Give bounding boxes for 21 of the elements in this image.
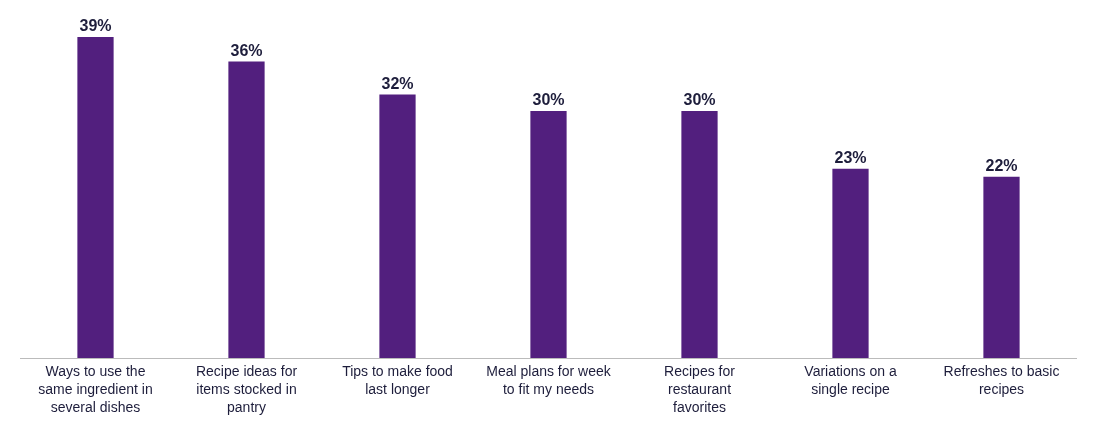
data-label: 23% xyxy=(834,148,867,166)
x-tick-label: Recipes for restaurant favorites xyxy=(664,362,736,416)
bar xyxy=(681,111,718,358)
data-label: 39% xyxy=(79,16,112,34)
x-tick-label: Tips to make food last longer xyxy=(342,362,453,397)
bar xyxy=(379,94,416,358)
bar xyxy=(530,111,567,358)
x-tick-label: Ways to use the same ingredient in several dishes xyxy=(38,362,153,416)
bar xyxy=(832,168,869,358)
data-label: 30% xyxy=(683,91,716,108)
data-label: 36% xyxy=(230,41,263,59)
bar xyxy=(983,176,1020,358)
bar xyxy=(228,61,265,358)
data-label: 30% xyxy=(532,91,565,108)
x-tick-label: Meal plans for week to fit my needs xyxy=(486,362,612,397)
data-label: 22% xyxy=(985,156,1018,174)
x-tick-label: Recipe ideas for items stocked in pantry xyxy=(195,362,298,416)
x-tick-label: Variations on a single recipe xyxy=(804,362,897,397)
data-label: 32% xyxy=(381,74,414,92)
bar xyxy=(77,36,114,358)
x-tick-label: Refreshes to basic recipes xyxy=(943,362,1060,397)
